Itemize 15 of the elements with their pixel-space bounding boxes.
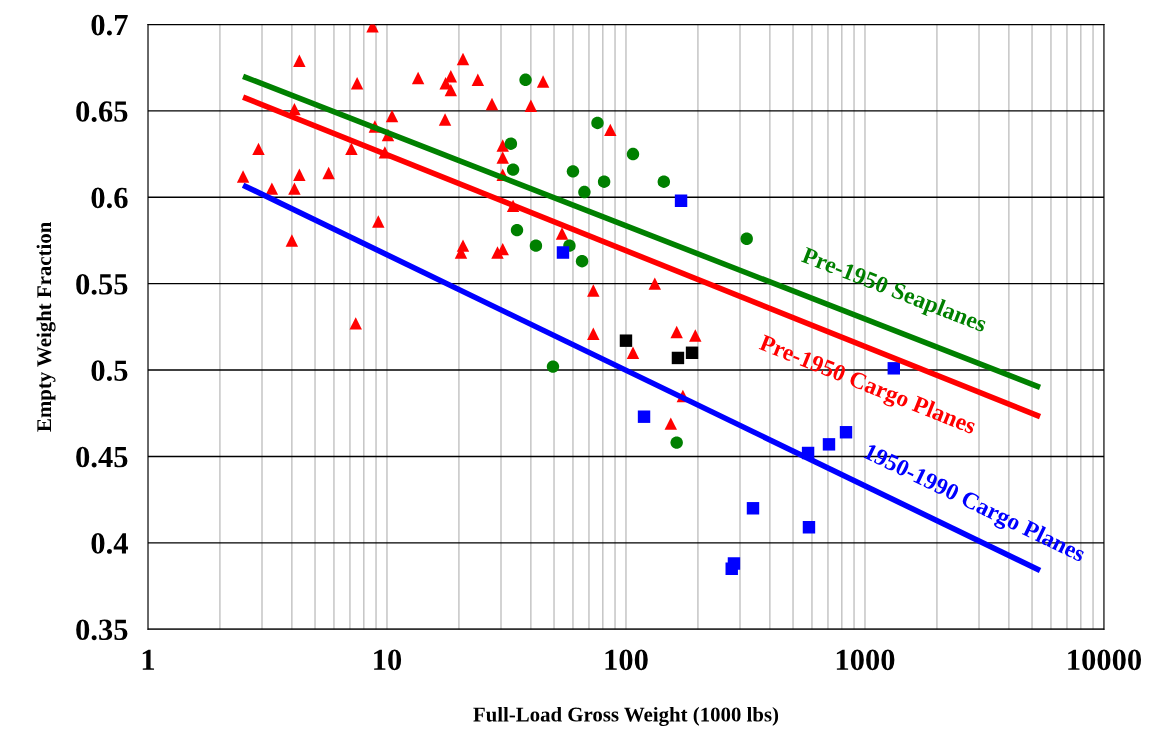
y-tick-label: 0.7	[91, 14, 128, 36]
x-tick-label: 10	[374, 649, 402, 671]
x-tick-label: 10000	[1068, 649, 1142, 671]
y-tick-label: 0.55	[76, 273, 128, 295]
y-axis-title: Empty Weight Fraction	[36, 222, 56, 432]
y-tick-label: 0.5	[91, 360, 128, 382]
x-axis-title: Full-Load Gross Weight (1000 lbs)	[473, 706, 779, 726]
y-tick-label: 0.6	[91, 187, 128, 209]
x-tick-label: 1	[142, 649, 155, 670]
y-tick-label: 0.45	[76, 446, 128, 468]
y-tick-label: 0.35	[76, 619, 128, 641]
x-tick-label: 100	[605, 649, 648, 671]
y-tick-label: 0.65	[76, 101, 128, 122]
x-tick-label: 1000	[836, 649, 895, 671]
y-tick-label: 0.4	[91, 533, 128, 554]
